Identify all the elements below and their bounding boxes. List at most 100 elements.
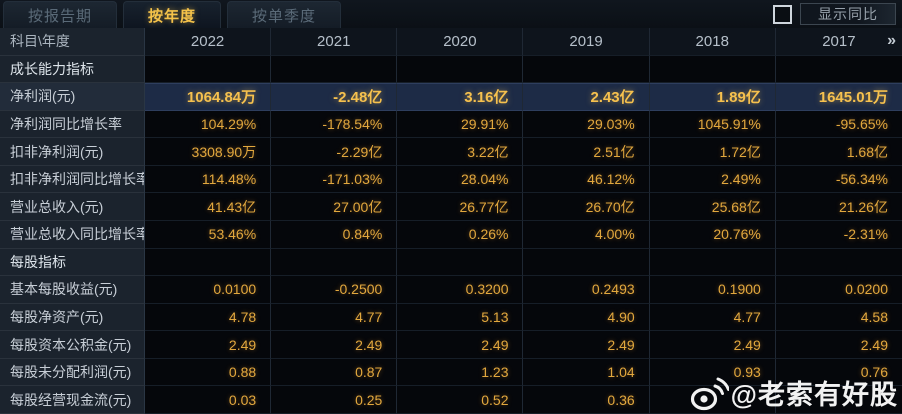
value-cell[interactable] <box>397 248 524 277</box>
year-header-2017[interactable]: 2017 » <box>775 28 902 56</box>
value-cell[interactable]: 27.00亿 <box>271 193 398 221</box>
row-label: 每股资本公积金(元) <box>0 331 145 359</box>
value-cell[interactable]: 5.13 <box>397 303 524 332</box>
value-cell[interactable]: 0.0100 <box>145 276 272 304</box>
value-cell[interactable]: 1.04 <box>523 358 650 387</box>
value-cell[interactable]: -0.2500 <box>271 276 398 304</box>
row-label: 营业总收入同比增长率 <box>0 220 145 249</box>
value-cell[interactable]: 0.3200 <box>397 276 524 304</box>
value-cell[interactable]: -56.34% <box>775 165 902 194</box>
value-cell[interactable]: 0.76 <box>775 358 902 387</box>
value-cell[interactable]: 3.22亿 <box>397 138 524 166</box>
value-cell[interactable]: 20.76% <box>649 220 776 249</box>
value-cell[interactable]: -2.31% <box>775 220 902 249</box>
value-cell[interactable]: 4.77 <box>271 303 398 332</box>
value-cell[interactable] <box>649 248 776 277</box>
year-header-2018[interactable]: 2018 <box>649 28 776 56</box>
value-cell[interactable]: 4.90 <box>523 303 650 332</box>
value-cell[interactable]: 104.29% <box>145 110 272 139</box>
value-cell[interactable] <box>775 248 902 277</box>
value-cell[interactable]: 1.89亿 <box>649 83 776 111</box>
value-cell[interactable] <box>523 248 650 277</box>
value-cell[interactable]: 26.77亿 <box>397 193 524 221</box>
value-cell[interactable]: 2.43亿 <box>523 83 650 111</box>
value-cell[interactable] <box>523 55 650 84</box>
value-cell[interactable] <box>271 55 398 84</box>
value-cell[interactable]: 0.1900 <box>649 276 776 304</box>
value-cell[interactable]: 53.46% <box>145 220 272 249</box>
value-cell[interactable]: 2.49 <box>775 331 902 359</box>
year-header-2019[interactable]: 2019 <box>523 28 650 56</box>
value-cell[interactable]: 4.00% <box>523 220 650 249</box>
more-years-icon[interactable]: » <box>887 32 896 50</box>
section-header-label: 成长能力指标 <box>0 55 145 84</box>
show-yoy-button[interactable]: 显示同比 <box>800 3 896 25</box>
year-header-text: 2017 <box>822 32 856 50</box>
value-cell[interactable]: 28.04% <box>397 165 524 194</box>
value-cell[interactable]: 41.43亿 <box>145 193 272 221</box>
value-cell[interactable]: 1.23 <box>397 358 524 387</box>
value-cell[interactable]: 0.93 <box>649 358 776 387</box>
value-cell[interactable] <box>775 55 902 84</box>
year-header-2021[interactable]: 2021 <box>271 28 398 56</box>
value-cell[interactable]: 3.16亿 <box>397 83 524 111</box>
value-cell[interactable]: 4.77 <box>649 303 776 332</box>
value-cell[interactable] <box>145 55 272 84</box>
value-cell[interactable]: 2.51亿 <box>523 138 650 166</box>
value-cell[interactable] <box>271 248 398 277</box>
tabs-group: 按报告期 按年度 按单季度 <box>0 0 344 28</box>
row-label: 扣非净利润同比增长率 <box>0 165 145 194</box>
value-cell[interactable]: 0.36 <box>523 386 650 414</box>
value-cell[interactable]: -171.03% <box>271 165 398 194</box>
value-cell[interactable]: 0.52 <box>397 386 524 414</box>
value-cell[interactable]: 0.87 <box>271 358 398 387</box>
tab-1[interactable]: 按年度 <box>123 1 222 28</box>
value-cell[interactable]: -2.29亿 <box>271 138 398 166</box>
value-cell[interactable]: 3308.90万 <box>145 138 272 166</box>
value-cell[interactable]: 4.78 <box>145 303 272 332</box>
value-cell[interactable]: 2.49% <box>649 165 776 194</box>
value-cell[interactable]: 114.48% <box>145 165 272 194</box>
value-cell[interactable]: 2.49 <box>145 331 272 359</box>
value-cell[interactable]: 2.49 <box>649 331 776 359</box>
value-cell[interactable] <box>649 55 776 84</box>
value-cell[interactable]: 2.49 <box>397 331 524 359</box>
value-cell[interactable]: -95.65% <box>775 110 902 139</box>
value-cell[interactable]: -178.54% <box>271 110 398 139</box>
value-cell[interactable]: 0.84% <box>271 220 398 249</box>
value-cell[interactable]: 0.25 <box>271 386 398 414</box>
value-cell[interactable]: 2.49 <box>523 331 650 359</box>
value-cell[interactable]: 25.68亿 <box>649 193 776 221</box>
year-header-2020[interactable]: 2020 <box>397 28 524 56</box>
value-cell[interactable]: 0.03 <box>145 386 272 414</box>
value-cell[interactable]: 21.26亿 <box>775 193 902 221</box>
year-header-2022[interactable]: 2022 <box>145 28 272 56</box>
tab-bar: 按报告期 按年度 按单季度 显示同比 <box>0 0 902 28</box>
value-cell[interactable] <box>397 55 524 84</box>
row-label: 每股经营现金流(元) <box>0 386 145 414</box>
value-cell[interactable]: 0.0200 <box>775 276 902 304</box>
tab-2[interactable]: 按单季度 <box>227 1 342 28</box>
value-cell[interactable] <box>145 248 272 277</box>
value-cell[interactable] <box>649 386 776 414</box>
value-cell[interactable]: 0.2493 <box>523 276 650 304</box>
show-yoy-checkbox[interactable] <box>773 4 792 24</box>
tab-0[interactable]: 按报告期 <box>3 1 118 28</box>
value-cell[interactable]: 2.49 <box>271 331 398 359</box>
value-cell[interactable]: 1.68亿 <box>775 138 902 166</box>
year-header-text: 2022 <box>190 32 225 50</box>
value-cell[interactable]: 0.88 <box>145 358 272 387</box>
value-cell[interactable]: 46.12% <box>523 165 650 194</box>
value-cell[interactable]: 1045.91% <box>649 110 776 139</box>
value-cell[interactable]: -2.48亿 <box>271 83 398 111</box>
value-cell[interactable]: 26.70亿 <box>523 193 650 221</box>
value-cell[interactable]: 1.72亿 <box>649 138 776 166</box>
value-cell[interactable]: 1064.84万 <box>145 83 272 111</box>
year-header-text: 2018 <box>695 32 729 50</box>
value-cell[interactable]: 0.26% <box>397 220 524 249</box>
value-cell[interactable]: 29.03% <box>523 110 650 139</box>
value-cell[interactable] <box>775 386 902 414</box>
value-cell[interactable]: 1645.01万 <box>775 83 902 111</box>
value-cell[interactable]: 4.58 <box>775 303 902 332</box>
value-cell[interactable]: 29.91% <box>397 110 524 139</box>
